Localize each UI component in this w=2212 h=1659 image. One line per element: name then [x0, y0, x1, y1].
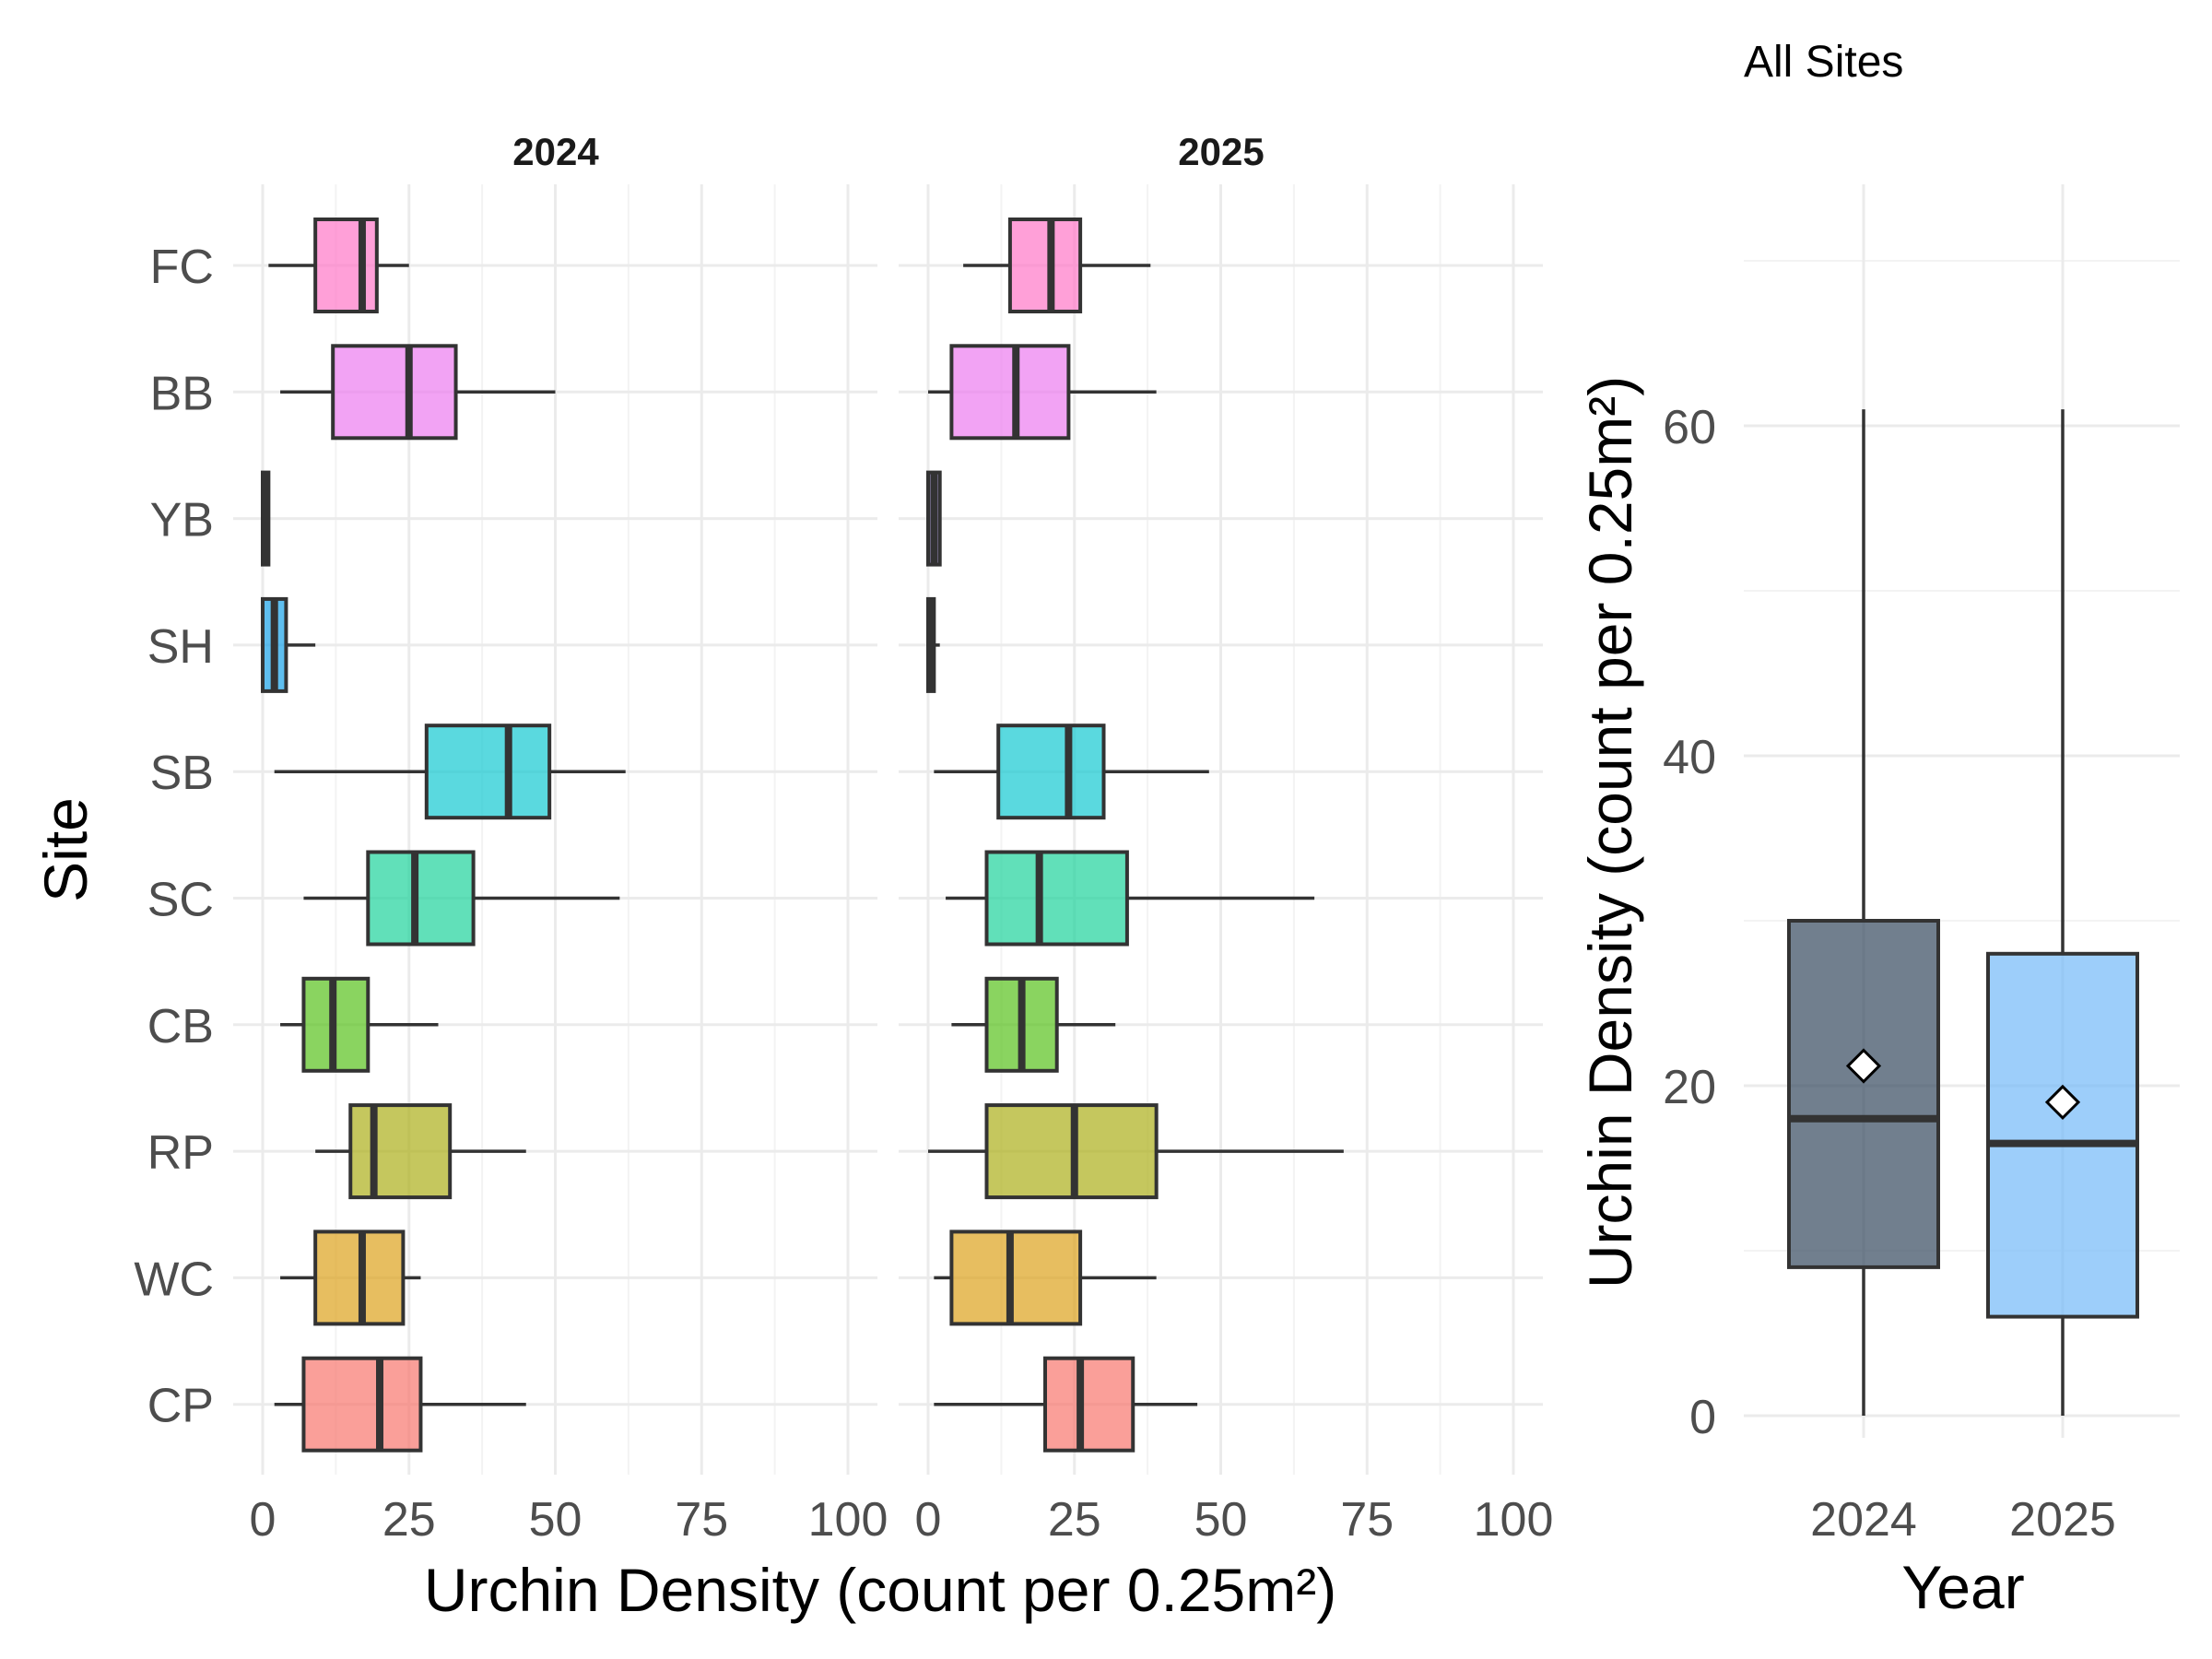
site-facet-chart: 0 25 50 75 100 2024 0 25 50 75 100 2025 FC BB YB SH…: [31, 130, 1553, 1624]
all-sites-x-ticks: 2024 2025: [1810, 1493, 2116, 1547]
y-tick-label: 60: [1663, 401, 1716, 454]
boxplot-wc-2025: [934, 1230, 1157, 1326]
site-label-yb: YB: [150, 494, 214, 547]
iqr-box: [949, 344, 1071, 441]
boxplot-sc-2025: [946, 850, 1315, 947]
all-sites-chart: All Sites 0 20 40 60 2024 2025 Urchin Densit…: [1576, 38, 2180, 1621]
facet-2025-grid: [899, 184, 1543, 1475]
iqr-box: [949, 1230, 1083, 1326]
boxplot-rp-2024: [315, 1103, 526, 1200]
boxplot-yb-2024: [261, 470, 271, 567]
x-tick-label: 75: [1340, 1493, 1394, 1547]
site-axis-title: Site: [31, 797, 100, 902]
x-tick-label: 25: [382, 1493, 436, 1547]
site-label-cb: CB: [147, 1000, 214, 1053]
boxplot-fc-2025: [963, 218, 1151, 313]
facet-2025-x-ticks: 0 25 50 75 100: [915, 1493, 1554, 1547]
facet-x-axis-title: Urchin Density (count per 0.25m²): [424, 1556, 1336, 1624]
x-tick-label: 50: [529, 1493, 582, 1547]
all-sites-title: All Sites: [1744, 38, 1903, 87]
mean-marker: [1845, 1048, 1882, 1084]
boxplot-all-sites-2024: [1787, 409, 1940, 1416]
site-label-sc: SC: [147, 874, 214, 927]
site-label-wc: WC: [134, 1253, 214, 1306]
site-label-cp: CP: [147, 1380, 214, 1433]
x-tick-label: 25: [1048, 1493, 1101, 1547]
boxplot-yb-2025: [926, 470, 942, 567]
iqr-box: [1787, 919, 1940, 1269]
boxplot-cp-2024: [274, 1356, 526, 1453]
boxplot-sc-2024: [303, 850, 620, 947]
boxplot-sh-2025: [926, 596, 940, 693]
iqr-box: [313, 218, 379, 313]
site-label-sb: SB: [150, 747, 214, 800]
boxplot-bb-2025: [928, 344, 1157, 441]
facet-2024-x-ticks: 0 25 50 75 100: [250, 1493, 888, 1547]
x-tick-label: 100: [1474, 1493, 1554, 1547]
all-sites-x-axis-title: Year: [1901, 1553, 2024, 1621]
site-label-fc: FC: [150, 241, 214, 294]
site-label-rp: RP: [147, 1126, 214, 1180]
iqr-box: [424, 724, 552, 820]
site-axis-labels: FC BB YB SH SB SC CB RP WC CP: [134, 241, 214, 1433]
boxplot-wc-2024: [280, 1230, 421, 1326]
boxplot-sh-2024: [261, 596, 316, 693]
y-tick-label: 0: [1689, 1391, 1716, 1444]
boxplot-sb-2024: [274, 724, 626, 820]
boxplot-sb-2025: [934, 724, 1209, 820]
mean-marker: [2044, 1084, 2081, 1121]
x-tick-label: 0: [915, 1493, 942, 1547]
site-label-sh: SH: [147, 620, 214, 674]
boxplot-cb-2024: [280, 976, 439, 1073]
facet-2024-panel: 0 25 50 75 100 2024: [233, 130, 888, 1547]
facet-2025-strip-label: 2025: [1178, 130, 1264, 173]
x-tick-label: 75: [675, 1493, 728, 1547]
facet-2024-boxes: [261, 218, 626, 1453]
iqr-box: [301, 1356, 423, 1453]
all-sites-boxes: [1787, 409, 2139, 1416]
facet-2024-strip-label: 2024: [512, 130, 599, 173]
year-tick-label: 2024: [1810, 1493, 1917, 1547]
boxplot-rp-2025: [928, 1103, 1344, 1200]
all-sites-y-ticks: 0 20 40 60: [1663, 401, 1716, 1444]
all-sites-y-axis-title: Urchin Density (count per 0.25m²): [1576, 376, 1644, 1288]
iqr-box: [366, 850, 476, 947]
iqr-box: [996, 724, 1106, 820]
boxplot-all-sites-2025: [1986, 409, 2139, 1416]
x-tick-label: 100: [808, 1493, 888, 1547]
y-tick-label: 40: [1663, 731, 1716, 784]
facet-2025-boxes: [926, 218, 1344, 1453]
year-tick-label: 2025: [2009, 1493, 2116, 1547]
iqr-box: [331, 344, 458, 441]
iqr-box: [1043, 1356, 1135, 1453]
x-tick-label: 0: [250, 1493, 276, 1547]
site-label-bb: BB: [150, 367, 214, 420]
iqr-box: [348, 1103, 453, 1200]
iqr-box: [1007, 218, 1083, 313]
boxplot-cp-2025: [934, 1356, 1198, 1453]
boxplot-cb-2025: [951, 976, 1116, 1073]
iqr-box: [984, 850, 1129, 947]
y-tick-label: 20: [1663, 1061, 1716, 1114]
facet-2025-panel: 0 25 50 75 100 2025: [899, 130, 1553, 1547]
boxplot-bb-2024: [280, 344, 556, 441]
boxplot-fc-2024: [268, 218, 409, 313]
x-tick-label: 50: [1194, 1493, 1248, 1547]
iqr-box: [1986, 951, 2139, 1319]
